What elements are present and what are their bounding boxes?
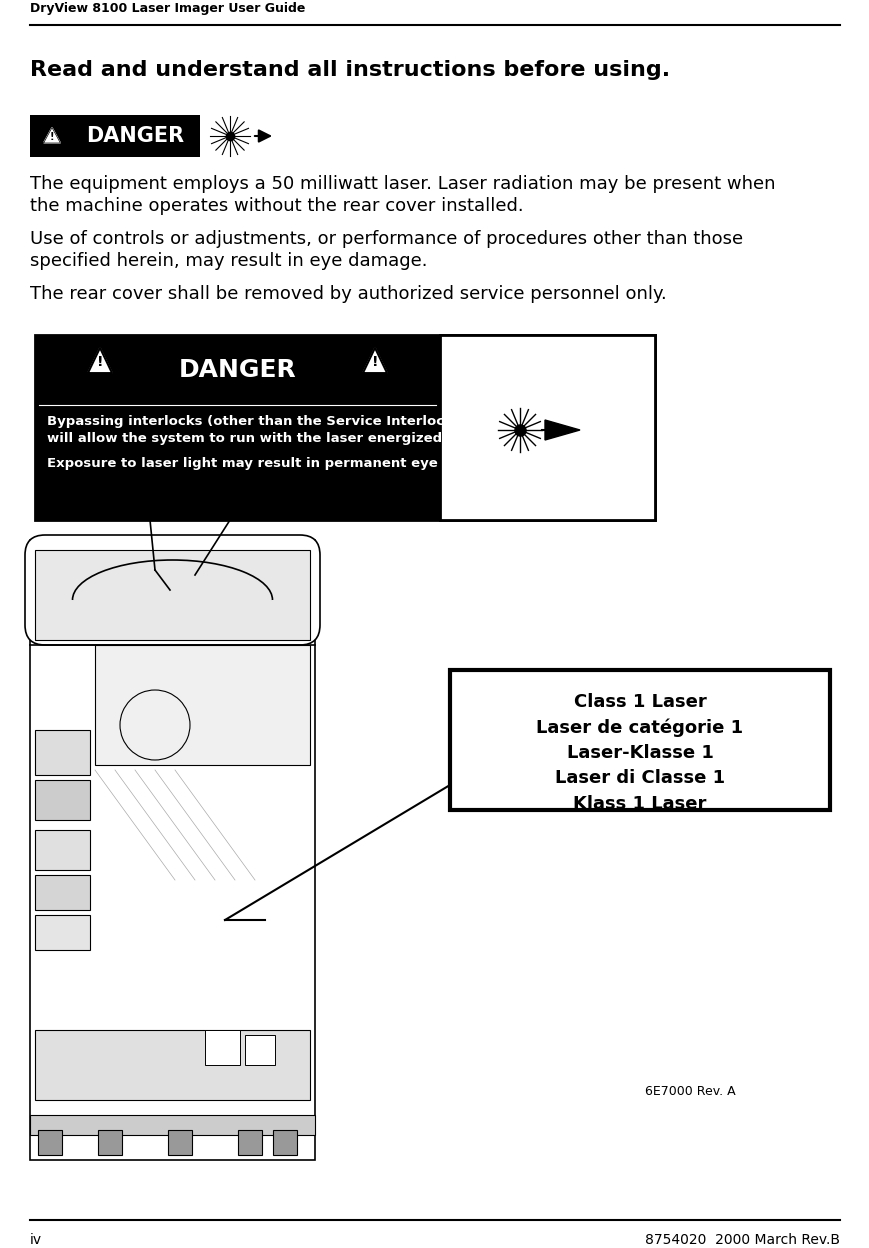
Text: Klass 1 Laser: Klass 1 Laser	[573, 795, 706, 812]
Text: Use of controls or adjustments, or performance of procedures other than those: Use of controls or adjustments, or perfo…	[30, 230, 742, 248]
Polygon shape	[544, 421, 580, 441]
Bar	[35, 1030, 309, 1099]
Text: !: !	[50, 132, 54, 142]
Bar	[35, 730, 90, 775]
Bar	[30, 540, 315, 1159]
Bar	[273, 1129, 296, 1154]
Polygon shape	[43, 127, 60, 144]
Bar	[35, 550, 309, 640]
Bar	[35, 780, 90, 820]
Text: specified herein, may result in eye damage.: specified herein, may result in eye dama…	[30, 252, 427, 270]
Bar	[38, 1129, 62, 1154]
Text: Laser di Classe 1: Laser di Classe 1	[554, 769, 724, 787]
Bar	[35, 915, 90, 950]
Text: 8754020  2000 March Rev.B: 8754020 2000 March Rev.B	[644, 1233, 839, 1247]
Text: Laser de catégorie 1: Laser de catégorie 1	[536, 719, 743, 736]
Bar	[98, 1129, 122, 1154]
Bar	[205, 1030, 240, 1065]
Text: Bypassing interlocks (other than the Service Interlock above): Bypassing interlocks (other than the Ser…	[47, 416, 508, 428]
Bar	[238, 1129, 262, 1154]
Polygon shape	[88, 348, 112, 373]
FancyBboxPatch shape	[25, 535, 320, 645]
Text: DANGER: DANGER	[86, 126, 184, 146]
Text: Exposure to laser light may result in permanent eye damage.: Exposure to laser light may result in pe…	[47, 457, 507, 470]
Bar	[35, 875, 90, 910]
Text: DryView 8100 Laser Imager User Guide: DryView 8100 Laser Imager User Guide	[30, 2, 305, 15]
Bar	[35, 830, 90, 870]
Polygon shape	[362, 348, 387, 373]
Bar	[95, 645, 309, 765]
Text: Laser-Klasse 1: Laser-Klasse 1	[566, 744, 713, 761]
Text: Read and understand all instructions before using.: Read and understand all instructions bef…	[30, 60, 669, 80]
Text: the machine operates without the rear cover installed.: the machine operates without the rear co…	[30, 197, 523, 215]
Text: !: !	[96, 356, 103, 369]
Text: DANGER: DANGER	[178, 358, 296, 382]
Bar	[245, 1035, 275, 1065]
Text: will allow the system to run with the laser energized.: will allow the system to run with the la…	[47, 432, 447, 446]
Bar	[449, 670, 829, 810]
Bar	[30, 1114, 315, 1134]
Text: !: !	[371, 356, 378, 369]
Bar	[30, 115, 200, 157]
Text: 6E7000 Rev. A: 6E7000 Rev. A	[644, 1085, 735, 1098]
Bar	[440, 334, 654, 520]
Text: The equipment employs a 50 milliwatt laser. Laser radiation may be present when: The equipment employs a 50 milliwatt las…	[30, 175, 774, 193]
Text: iv: iv	[30, 1233, 42, 1247]
Bar	[168, 1129, 192, 1154]
Bar	[35, 334, 654, 520]
Text: The rear cover shall be removed by authorized service personnel only.: The rear cover shall be removed by autho…	[30, 285, 666, 303]
Text: Class 1 Laser: Class 1 Laser	[573, 693, 706, 711]
Bar	[440, 334, 654, 520]
